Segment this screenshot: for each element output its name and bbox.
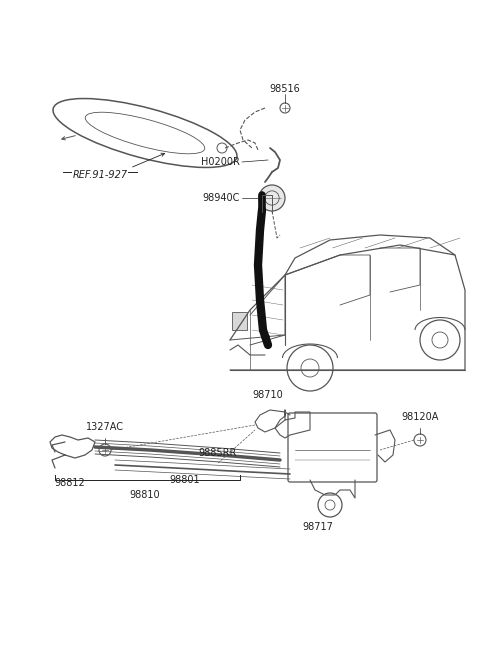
Text: 9885RR: 9885RR — [199, 448, 237, 458]
Text: 98810: 98810 — [130, 490, 160, 500]
Text: 98516: 98516 — [270, 84, 300, 94]
Text: 98120A: 98120A — [401, 412, 439, 422]
Text: 1327AC: 1327AC — [86, 422, 124, 432]
Text: 98710: 98710 — [252, 390, 283, 400]
Circle shape — [259, 185, 285, 211]
Text: 98812: 98812 — [55, 478, 85, 488]
Text: 98717: 98717 — [302, 522, 334, 532]
Text: 98940C: 98940C — [203, 193, 240, 203]
Text: H0200R: H0200R — [201, 157, 240, 167]
Text: REF.91-927: REF.91-927 — [72, 170, 128, 180]
Bar — [232, 312, 247, 330]
Text: 98801: 98801 — [170, 475, 200, 485]
